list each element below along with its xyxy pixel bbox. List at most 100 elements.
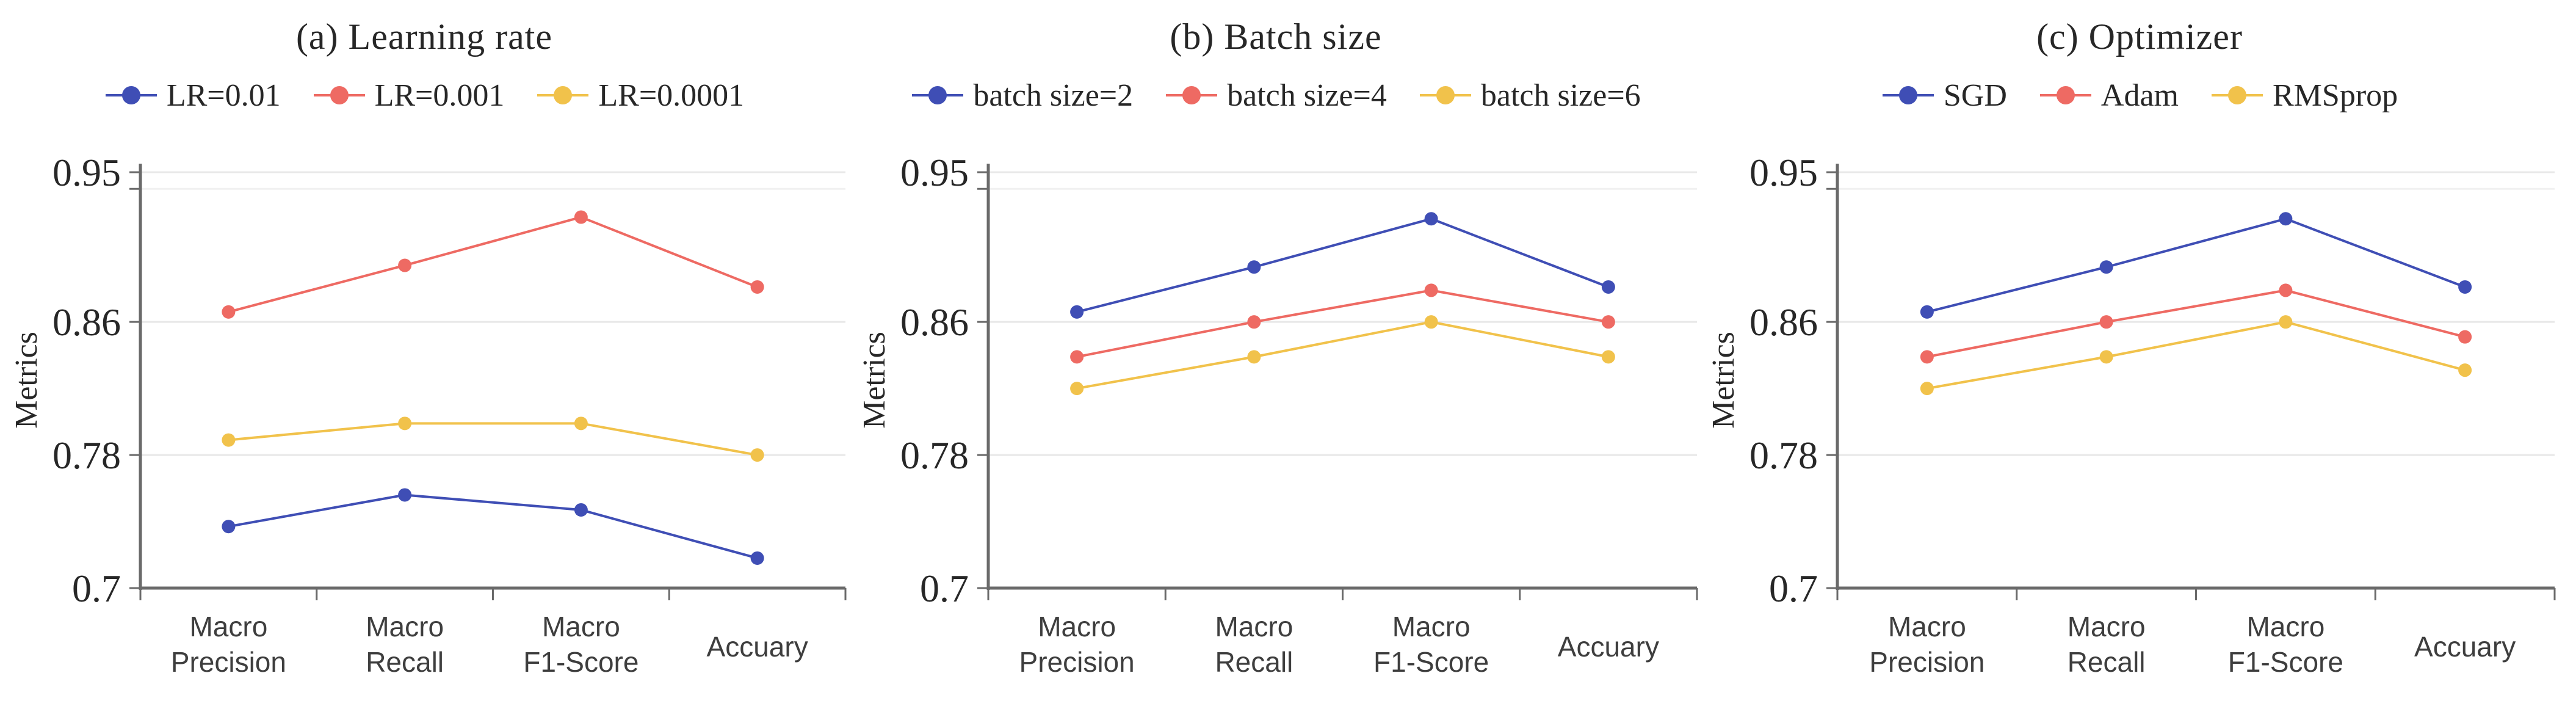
y-axis-title: Metrics <box>9 332 44 429</box>
data-point-batch-size-6-macro-f1-score <box>1424 315 1438 329</box>
legend: batch size=2 batch size=4 batch size=6 <box>848 74 1703 117</box>
data-point-sgd-macro-precision <box>1920 305 1934 319</box>
category-label-macro-precision: Macro Precision <box>1869 611 1984 678</box>
legend-series-marker-icon <box>1882 86 1934 104</box>
data-point-lr-0-001-macro-f1-score <box>574 210 588 224</box>
data-point-sgd-macro-recall <box>2099 260 2113 274</box>
panel-optimizer: (c) Optimizer SGD Adam RMSprop 0.95 0.86 0.7… <box>1703 0 2576 709</box>
line-chart-a-learning-rate: 0.95 0.86 0.78 0.7 Metrics Macro Precision Macr… <box>9 151 847 678</box>
legend-series-marker-icon <box>1419 86 1471 104</box>
y-tick-label: 0.95 <box>1749 151 1818 194</box>
data-point-lr-0-01-macro-precision <box>222 520 236 534</box>
category-label-macro-f1-score: Macro F1-Score <box>523 611 639 678</box>
y-tick-label: 0.86 <box>52 300 121 344</box>
data-point-rmsprop-macro-recall <box>2099 350 2113 364</box>
legend-label: LR=0.001 <box>374 78 505 113</box>
panel-learning-rate: (a) Learning rate LR=0.01 LR=0.001 LR=0.00… <box>0 0 848 709</box>
data-point-batch-size-2-macro-recall <box>1247 260 1261 274</box>
data-point-lr-0-0001-macro-recall <box>398 416 412 431</box>
series-line-adam <box>1927 289 2466 358</box>
data-point-rmsprop-accuary <box>2458 363 2472 377</box>
category-label-macro-precision: Macro Precision <box>171 611 286 678</box>
legend-item-adam: Adam <box>2039 78 2179 114</box>
legend-item-lr-0-0001: LR=0.0001 <box>536 78 744 114</box>
data-point-batch-size-2-accuary <box>1601 280 1615 294</box>
category-label-macro-f1-score: Macro F1-Score <box>2228 611 2343 678</box>
data-point-lr-0-0001-accuary <box>750 448 764 462</box>
panel-head: (b) Batch size batch size=2 batch size=4 b… <box>848 0 1703 117</box>
legend-series-marker-icon <box>1166 86 1218 104</box>
category-label-macro-f1-score: Macro F1-Score <box>1373 611 1489 678</box>
data-point-rmsprop-macro-precision <box>1920 382 1934 396</box>
legend-label: batch size=2 <box>973 78 1134 113</box>
category-label-macro-recall: Macro Recall <box>366 611 444 678</box>
data-point-sgd-accuary <box>2458 280 2472 294</box>
data-point-lr-0-001-accuary <box>750 280 764 294</box>
category-label-accuary: Accuary <box>2414 631 2516 663</box>
data-point-adam-macro-f1-score <box>2279 283 2293 297</box>
legend-item-batch-size-4: batch size=4 <box>1165 78 1387 114</box>
y-tick-label: 0.7 <box>72 567 121 610</box>
legend: SGD Adam RMSprop <box>1703 74 2576 117</box>
data-point-batch-size-6-accuary <box>1601 350 1615 364</box>
data-point-rmsprop-macro-f1-score <box>2279 315 2293 329</box>
panel-head: (a) Learning rate LR=0.01 LR=0.001 LR=0.00… <box>0 0 848 117</box>
panel-batch-size: (b) Batch size batch size=2 batch size=4 b… <box>848 0 1703 709</box>
series-line-lr-0-01 <box>228 493 758 559</box>
y-tick-label: 0.7 <box>920 567 969 610</box>
data-point-batch-size-4-macro-f1-score <box>1424 283 1438 297</box>
data-point-batch-size-4-accuary <box>1601 315 1615 329</box>
y-tick-label: 0.78 <box>900 434 969 477</box>
legend-label: RMSprop <box>2272 78 2398 113</box>
data-point-lr-0-001-macro-recall <box>398 258 412 272</box>
data-point-batch-size-6-macro-recall <box>1247 350 1261 364</box>
legend-label: SGD <box>1943 78 2007 113</box>
legend-item-rmsprop: RMSprop <box>2210 78 2398 114</box>
legend-series-marker-icon <box>2211 86 2263 104</box>
data-point-lr-0-001-macro-precision <box>222 305 236 319</box>
data-point-batch-size-4-macro-precision <box>1070 350 1084 364</box>
y-tick-label: 0.7 <box>1769 567 1818 610</box>
category-label-accuary: Accuary <box>707 631 808 663</box>
series-line-batch-size-6 <box>1076 321 1609 390</box>
data-point-adam-macro-precision <box>1920 350 1934 364</box>
chart-title: (a) Learning rate <box>295 16 553 57</box>
data-point-batch-size-4-macro-recall <box>1247 315 1261 329</box>
data-point-lr-0-01-macro-recall <box>398 488 412 502</box>
y-tick-label: 0.86 <box>1749 300 1818 344</box>
legend-label: batch size=4 <box>1227 78 1387 113</box>
line-chart-c-optimizer: 0.95 0.86 0.78 0.7 Metrics Macro Precision Macr… <box>1706 151 2556 678</box>
series-line-rmsprop <box>1927 321 2466 390</box>
y-tick-label: 0.78 <box>1749 434 1818 477</box>
legend-label: Adam <box>2100 78 2179 113</box>
data-point-adam-accuary <box>2458 330 2472 344</box>
data-point-lr-0-01-macro-f1-score <box>574 503 588 517</box>
y-axis-title: Metrics <box>857 332 892 429</box>
legend-item-batch-size-6: batch size=6 <box>1419 78 1641 114</box>
legend-series-marker-icon <box>2039 86 2091 104</box>
data-point-batch-size-6-macro-precision <box>1070 382 1084 396</box>
series-line-sgd <box>1927 217 2466 313</box>
legend-item-sgd: SGD <box>1881 78 2007 114</box>
category-label-macro-precision: Macro Precision <box>1019 611 1135 678</box>
data-point-sgd-macro-f1-score <box>2279 212 2293 226</box>
y-axis-title: Metrics <box>1706 332 1741 429</box>
series-line-batch-size-4 <box>1076 289 1609 358</box>
category-label-macro-recall: Macro Recall <box>1215 611 1293 678</box>
chart-title: (b) Batch size <box>1170 16 1382 57</box>
line-chart-b-batch-size: 0.95 0.86 0.78 0.7 Metrics Macro Precision Macr… <box>857 151 1698 678</box>
series-line-lr-0-0001 <box>228 422 758 457</box>
legend-item-lr-0-01: LR=0.01 <box>104 78 281 114</box>
data-point-adam-macro-recall <box>2099 315 2113 329</box>
legend-series-marker-icon <box>105 86 157 104</box>
data-point-batch-size-2-macro-precision <box>1070 305 1084 319</box>
legend-series-marker-icon <box>537 86 589 104</box>
category-label-macro-recall: Macro Recall <box>2068 611 2146 678</box>
legend-series-marker-icon <box>912 86 964 104</box>
data-point-lr-0-0001-macro-precision <box>222 433 236 447</box>
legend-series-marker-icon <box>313 86 365 104</box>
data-point-lr-0-01-accuary <box>750 551 764 565</box>
panel-head: (c) Optimizer SGD Adam RMSprop <box>1703 0 2576 117</box>
series-line-batch-size-2 <box>1076 217 1609 313</box>
